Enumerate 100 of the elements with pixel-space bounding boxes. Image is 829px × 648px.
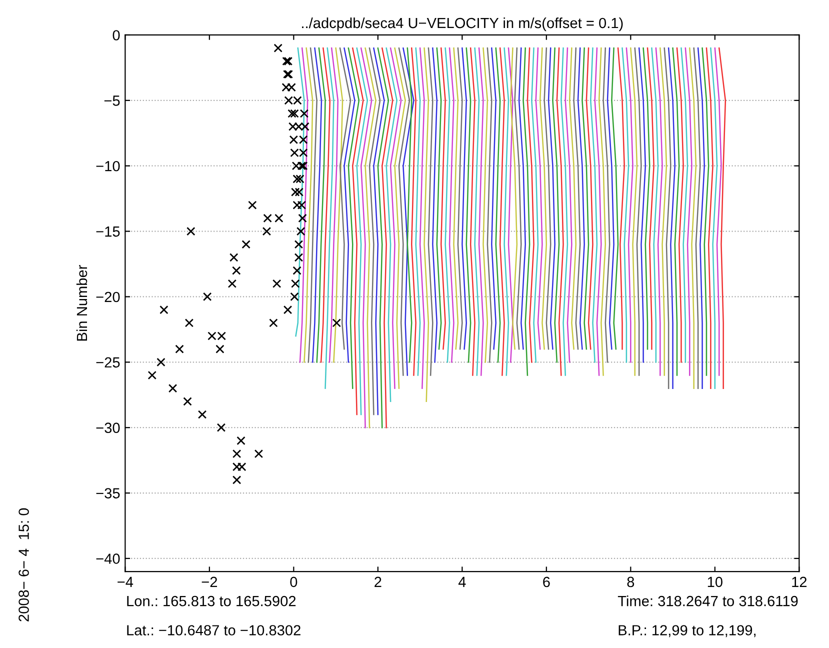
line-series [718,47,726,389]
line-series [304,47,314,363]
line-series [568,47,577,350]
line-series [462,47,468,350]
line-series [339,47,352,350]
y-tick-label: −30 [96,422,120,434]
x-tick-label: 8 [627,576,634,588]
y-tick-label: −25 [96,357,120,368]
y-axis-title: Bin Number [76,265,88,341]
line-series [352,47,364,416]
line-series [642,47,650,350]
line-series [382,47,394,428]
line-series [689,47,697,389]
line-series [398,47,410,376]
line-series [617,47,625,350]
line-series [295,47,305,337]
line-series [660,47,668,376]
line-series [602,47,610,363]
line-series [526,47,534,363]
line-series [495,47,501,363]
line-series [312,47,322,363]
line-series [573,47,581,350]
line-series [655,47,663,376]
y-tick-label: −35 [96,488,120,498]
line-series [535,47,543,350]
line-series [419,47,425,389]
line-series [324,47,334,389]
line-series [606,47,614,350]
x-tick-label: −4 [118,576,134,587]
line-series [552,47,560,363]
line-series [510,47,518,350]
line-series [356,47,368,416]
x-tick-label: 4 [458,576,466,587]
line-series [491,47,496,350]
line-series [680,47,688,363]
y-tick-label: 0 [112,30,120,40]
line-series [440,47,446,350]
line-series [598,47,606,376]
x-tick-label: 2 [374,576,382,587]
line-series [611,47,619,350]
line-series [299,47,308,363]
text: 2008− 6− 4 15: 0 [18,508,29,622]
line-series [697,47,706,389]
line-series [486,47,492,363]
line-series [564,47,572,363]
line-series [316,47,326,363]
y-tick-label: −15 [96,226,120,237]
line-series [444,47,450,363]
line-series [470,47,476,376]
line-series [386,47,398,402]
line-series [646,47,654,350]
line-series [415,47,421,376]
line-series [424,47,430,402]
line-series [706,47,714,389]
line-series [684,47,692,376]
line-series [582,47,590,350]
line-series [333,47,344,363]
line-series [676,47,684,363]
line-series [504,47,510,376]
line-series [664,47,672,389]
line-series [466,47,472,363]
line-series [368,47,381,416]
line-series [508,47,514,363]
line-series [406,47,412,363]
line-series [377,47,390,428]
line-series [432,47,438,363]
line-series [622,47,630,363]
line-series [478,47,484,376]
line-series [514,47,522,350]
line-series [594,47,602,376]
line-series [556,47,564,376]
line-series [531,47,539,363]
x-tick-label: 6 [543,576,550,588]
y-tick-label: −10 [96,160,120,172]
line-series [651,47,659,363]
line-series [348,47,360,389]
x-tick-label: −2 [202,576,218,587]
line-series [457,47,463,350]
x-tick-label: 12 [792,576,807,587]
y-tick-label: −5 [104,96,120,106]
line-series [693,47,701,389]
line-series [710,47,718,389]
line-series [360,47,372,428]
line-series [474,47,480,376]
text: Lat.: −10.6487 to −10.8302 [127,625,300,636]
line-series [390,47,402,389]
x-tick-label: 10 [708,576,722,588]
line-series [634,47,642,376]
line-series [626,47,634,363]
line-series [320,47,331,363]
chart-title: ../adcpdb/seca4 U−VELOCITY in m/s(offset = 0.1) [302,17,623,32]
line-series [590,47,598,363]
line-series [548,47,556,350]
line-series [714,47,722,376]
line-series [522,47,530,376]
line-series [577,47,585,350]
line-series [428,47,434,376]
line-series [560,47,568,376]
line-series [672,47,680,376]
line-series [482,47,488,363]
